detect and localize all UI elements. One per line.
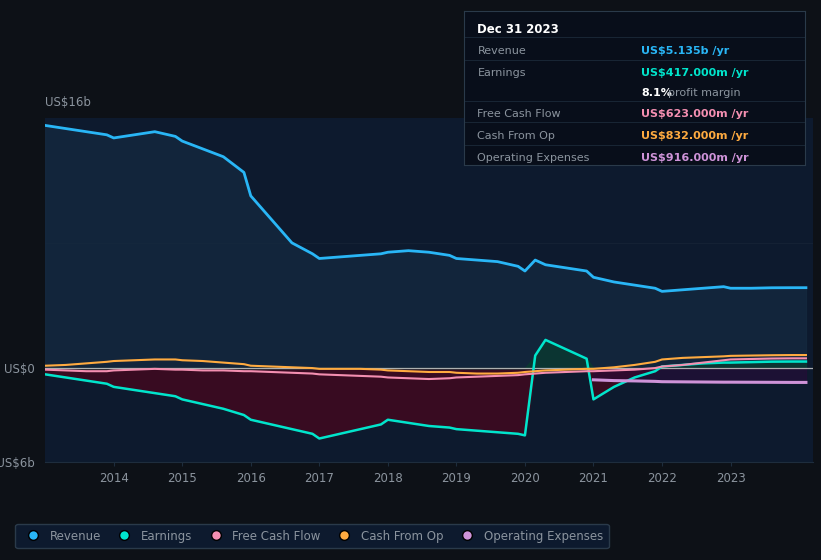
- Text: Revenue: Revenue: [478, 46, 526, 56]
- Text: US$16b: US$16b: [45, 96, 91, 109]
- Legend: Revenue, Earnings, Free Cash Flow, Cash From Op, Operating Expenses: Revenue, Earnings, Free Cash Flow, Cash …: [16, 524, 608, 548]
- Text: Operating Expenses: Operating Expenses: [478, 152, 589, 162]
- Text: US$5.135b /yr: US$5.135b /yr: [641, 46, 729, 56]
- Text: Dec 31 2023: Dec 31 2023: [478, 23, 559, 36]
- Text: US$916.000m /yr: US$916.000m /yr: [641, 152, 749, 162]
- Text: profit margin: profit margin: [668, 88, 741, 98]
- Text: US$417.000m /yr: US$417.000m /yr: [641, 68, 749, 78]
- Text: Earnings: Earnings: [478, 68, 526, 78]
- Text: Cash From Op: Cash From Op: [478, 131, 555, 141]
- Text: US$832.000m /yr: US$832.000m /yr: [641, 131, 748, 141]
- Text: US$623.000m /yr: US$623.000m /yr: [641, 109, 749, 119]
- Text: Free Cash Flow: Free Cash Flow: [478, 109, 561, 119]
- Text: 8.1%: 8.1%: [641, 88, 672, 98]
